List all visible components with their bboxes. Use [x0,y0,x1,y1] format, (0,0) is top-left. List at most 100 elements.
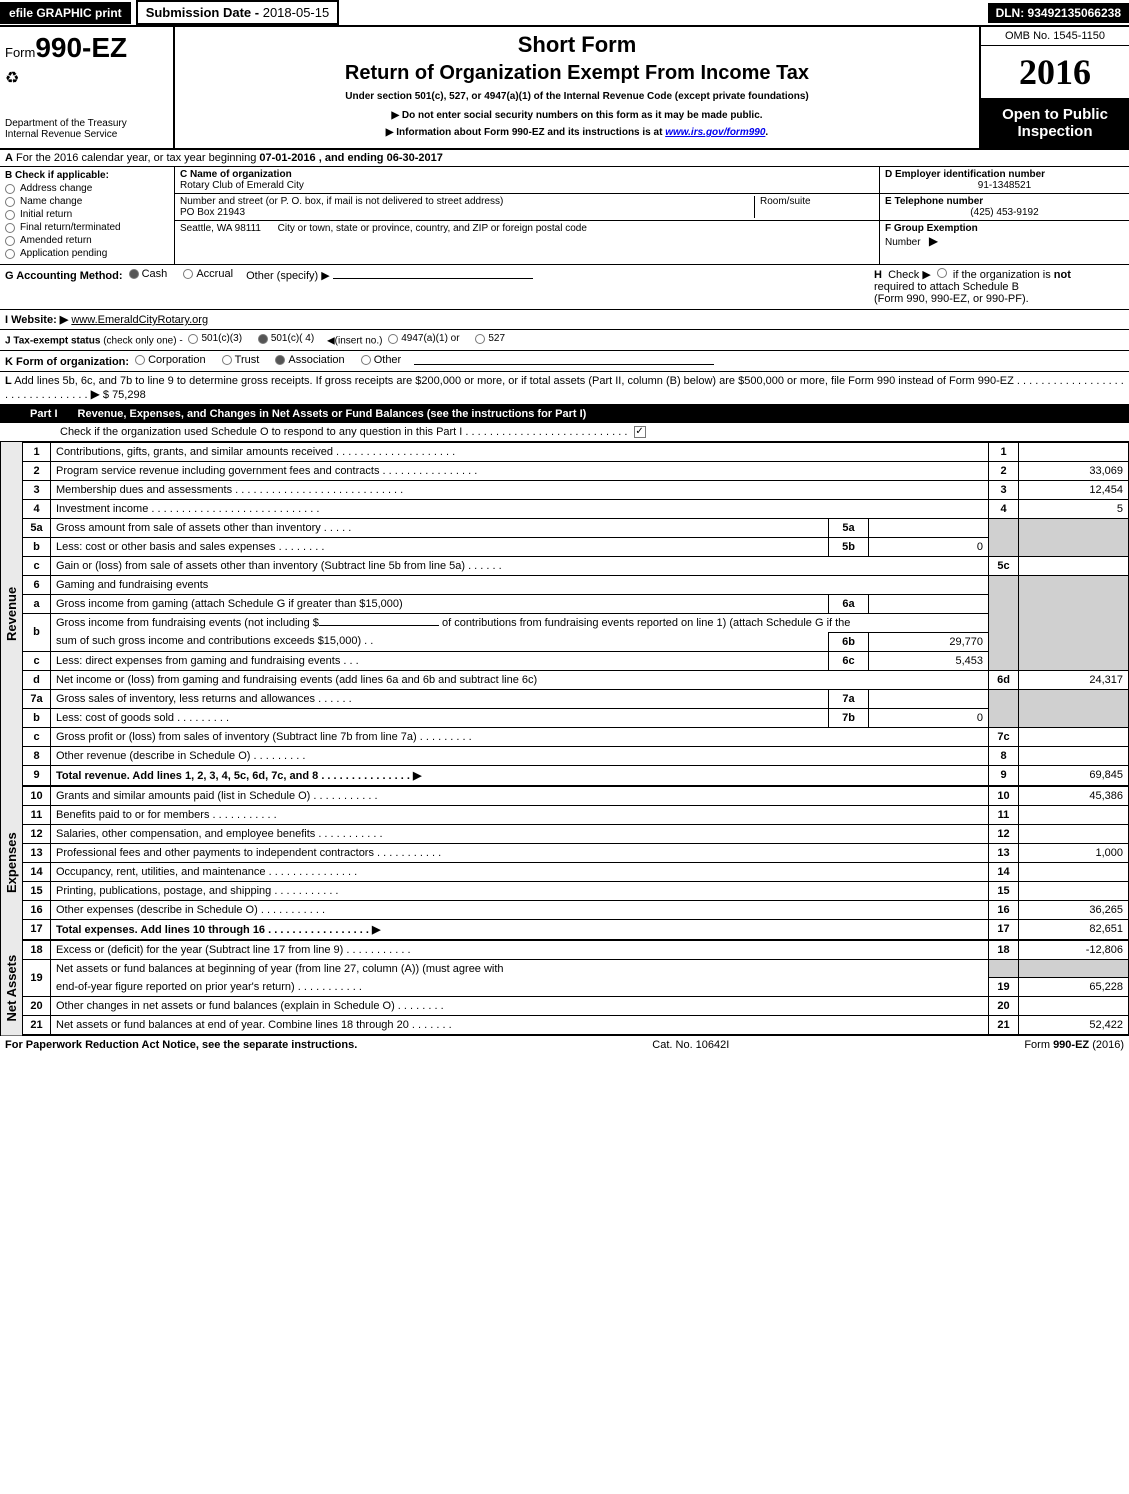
check-name-change[interactable]: Name change [5,196,169,207]
revenue-side-label: Revenue [0,442,22,786]
col-value: 82,651 [1019,919,1129,939]
col-value: 24,317 [1019,670,1129,689]
col-value: 12,454 [1019,480,1129,499]
netassets-table: 18Excess or (deficit) for the year (Subt… [22,940,1129,1036]
radio-icon[interactable] [937,268,947,278]
line-desc: Other changes in net assets or fund bala… [51,997,989,1016]
street-row: Number and street (or P. O. box, if mail… [175,194,879,221]
radio-icon [5,197,15,207]
i-label: I Website: ▶ [5,314,68,326]
line-number: c [23,556,51,575]
arrow-icon: ▶ [929,234,938,248]
website-link[interactable]: www.EmeraldCityRotary.org [71,314,208,326]
line-number: 18 [23,940,51,959]
arrow2-pre: ▶ Information about Form 990-EZ and its … [386,127,665,138]
col-value: 52,422 [1019,1016,1129,1035]
table-row: 6Gaming and fundraising events [23,575,1129,594]
radio-trust[interactable]: Trust [219,354,260,366]
radio-accrual[interactable]: Accrual [180,268,233,280]
col-number: 8 [989,746,1019,765]
form-title-box: Form990-EZ ♻ Department of the Treasury … [0,27,175,148]
line-number: 2 [23,461,51,480]
line-number: a [23,594,51,613]
col-number: 15 [989,881,1019,900]
dept-text: Department of the Treasury Internal Reve… [5,118,168,140]
k-corp: Corporation [148,354,205,366]
efile-print-button[interactable]: efile GRAPHIC print [0,2,131,24]
check-amended-return[interactable]: Amended return [5,235,169,246]
check-pending-label: Application pending [20,248,107,259]
part-1-label: Part I [30,408,58,420]
check-name-label: Name change [20,196,82,207]
line-desc: Total revenue. Add lines 1, 2, 3, 4, 5c,… [51,765,989,785]
omb-box: OMB No. 1545-1150 [981,27,1129,46]
radio-4947[interactable]: 4947(a)(1) or [385,333,459,344]
col-value: 69,845 [1019,765,1129,785]
line-number: 10 [23,786,51,805]
table-row: aGross income from gaming (attach Schedu… [23,594,1129,613]
col-value: 1,000 [1019,843,1129,862]
check-final-return[interactable]: Final return/terminated [5,222,169,233]
org-name-row: C Name of organization Rotary Club of Em… [175,167,879,194]
arrow-text-2: ▶ Information about Form 990-EZ and its … [185,127,969,138]
line-i: I Website: ▶ www.EmeraldCityRotary.org [0,310,1129,330]
line-desc: Net assets or fund balances at beginning… [51,959,989,978]
radio-icon [388,334,398,344]
checkbox-icon[interactable]: ✓ [634,426,646,438]
check-address-change[interactable]: Address change [5,183,169,194]
col-number: 6d [989,670,1019,689]
right-header: OMB No. 1545-1150 2016 Open to Public In… [979,27,1129,148]
radio-corporation[interactable]: Corporation [132,354,205,366]
check-initial-return[interactable]: Initial return [5,209,169,220]
radio-cash[interactable]: Cash [126,268,168,280]
table-row: 17Total expenses. Add lines 10 through 1… [23,919,1129,939]
line-number: d [23,670,51,689]
city-row: Seattle, WA 98111 City or town, state or… [175,221,879,236]
col-value [1019,862,1129,881]
j-o2: 501(c)( 4) [271,333,314,344]
table-row: 8Other revenue (describe in Schedule O) … [23,746,1129,765]
k-label: K Form of organization: [5,356,129,368]
col-number: 9 [989,765,1019,785]
radio-icon [5,249,15,259]
radio-501c[interactable]: 501(c)( 4) [255,333,314,344]
radio-501c3[interactable]: 501(c)(3) [185,333,242,344]
submission-date-value: 2018-05-15 [263,5,330,20]
col-number: 5c [989,556,1019,575]
radio-association[interactable]: Association [272,354,344,366]
footer-right: Form 990-EZ (2016) [1024,1039,1124,1051]
col-number: 17 [989,919,1019,939]
l-value: $ 75,298 [103,389,146,401]
taxyear-text2: , and ending [319,152,387,164]
line-g-h: H Check ▶ if the organization is not req… [0,265,1129,310]
line-number: 5a [23,518,51,537]
table-row: 14Occupancy, rent, utilities, and mainte… [23,862,1129,881]
radio-other-org[interactable]: Other [358,354,402,366]
col-value [1019,824,1129,843]
col-value [1019,881,1129,900]
line-desc: Gross income from fundraising events (no… [51,613,989,632]
table-row: 10Grants and similar amounts paid (list … [23,786,1129,805]
line-number: c [23,651,51,670]
radio-icon [5,210,15,220]
j-insert: ◀(insert no.) [327,336,382,347]
accrual-label: Accrual [196,268,233,280]
table-row: cGross profit or (loss) from sales of in… [23,727,1129,746]
line-number: 1 [23,442,51,461]
revenue-section: Revenue 1Contributions, gifts, grants, a… [0,442,1129,786]
check-application-pending[interactable]: Application pending [5,248,169,259]
table-row: end-of-year figure reported on prior yea… [23,978,1129,997]
radio-527[interactable]: 527 [472,333,505,344]
street-label: Number and street (or P. O. box, if mail… [180,196,754,207]
sub-value: 0 [869,708,989,727]
expenses-section: Expenses 10Grants and similar amounts pa… [0,786,1129,940]
table-row: 21Net assets or fund balances at end of … [23,1016,1129,1035]
col-value [1019,997,1129,1016]
h-text2: required to attach Schedule B [874,281,1019,293]
irs-link[interactable]: www.irs.gov/form990 [665,127,765,138]
phone-row: E Telephone number (425) 453-9192 [880,194,1129,221]
part-1-checkline: Check if the organization used Schedule … [0,423,1129,442]
line-j: J Tax-exempt status (check only one) - 5… [0,330,1129,351]
table-row: 7aGross sales of inventory, less returns… [23,689,1129,708]
line-desc: Net assets or fund balances at end of ye… [51,1016,989,1035]
